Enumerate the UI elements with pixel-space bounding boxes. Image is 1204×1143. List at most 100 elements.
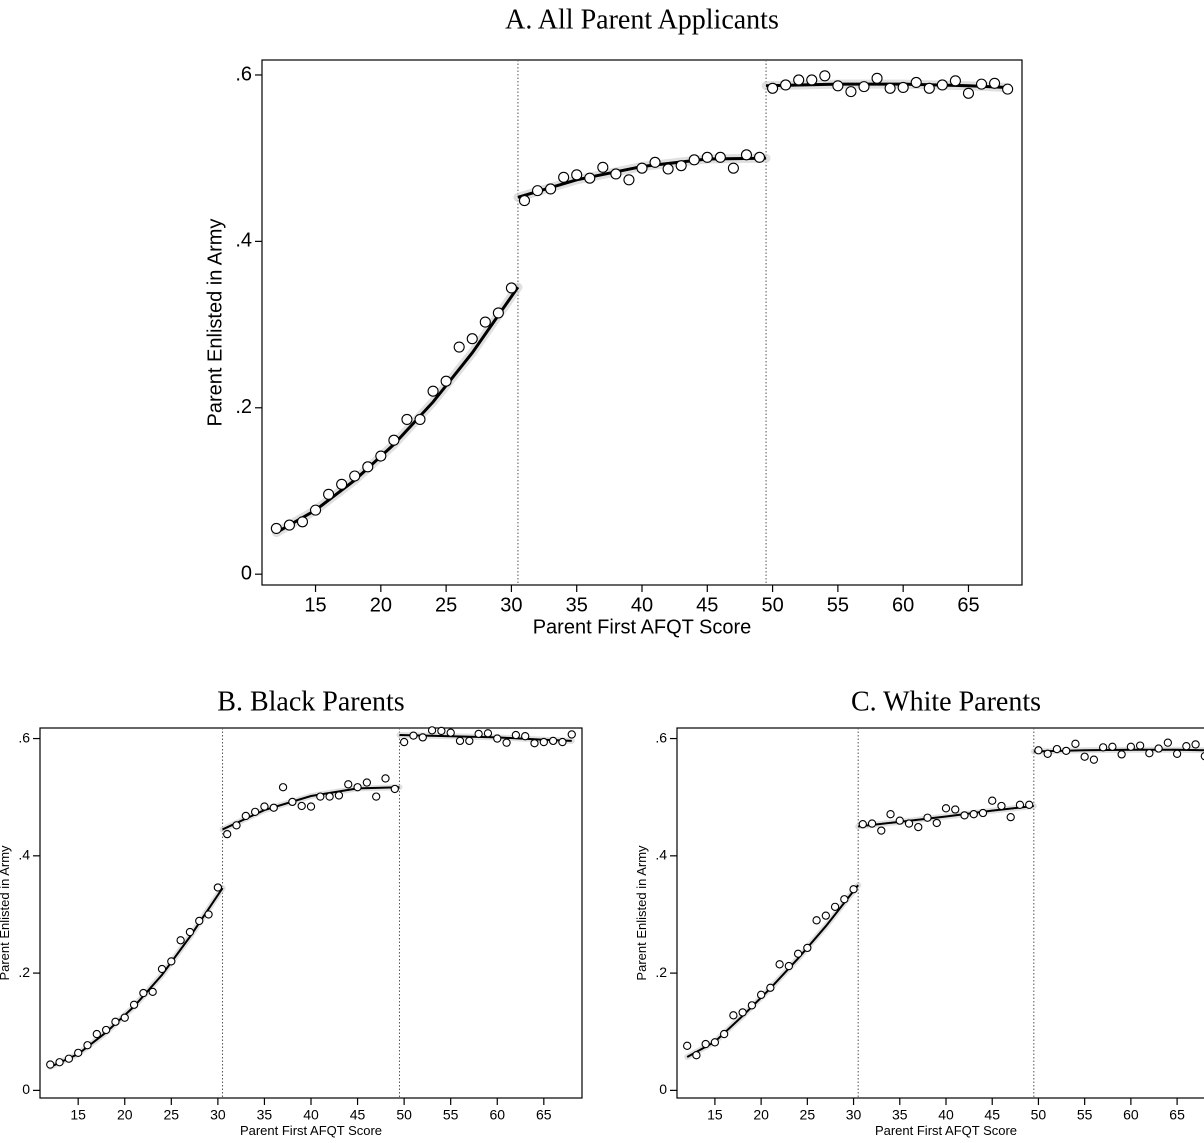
data-point <box>399 737 409 747</box>
data-point <box>176 936 185 945</box>
data-point <box>101 1025 111 1035</box>
x-tick-label: 40 <box>303 1106 319 1122</box>
y-tick-label: .6 <box>235 63 252 85</box>
data-point <box>806 74 818 86</box>
x-axis-label: Parent First AFQT Score <box>875 1123 1017 1138</box>
data-point <box>727 162 739 174</box>
data-point <box>381 774 390 783</box>
y-tick-label: .6 <box>655 729 667 745</box>
data-point <box>1025 800 1034 809</box>
x-tick-label: 45 <box>984 1106 1000 1122</box>
data-point <box>914 822 923 832</box>
data-point <box>325 792 334 801</box>
data-point <box>388 434 400 446</box>
data-point <box>775 960 784 969</box>
data-point <box>427 726 437 735</box>
data-point <box>753 151 766 163</box>
data-point <box>867 819 877 828</box>
data-point <box>803 943 812 953</box>
data-point <box>714 151 726 163</box>
x-tick-label: 25 <box>164 1106 180 1122</box>
data-point <box>949 75 961 87</box>
data-point <box>597 161 609 173</box>
data-point <box>455 736 465 746</box>
data-point <box>270 522 282 534</box>
data-point <box>195 916 204 926</box>
data-point <box>688 154 700 166</box>
data-point <box>1126 742 1136 751</box>
x-axis-label: Parent First AFQT Score <box>533 616 752 638</box>
x-tick-label: 60 <box>1123 1106 1139 1122</box>
data-point <box>241 811 250 821</box>
data-point <box>362 461 374 473</box>
data-point <box>969 810 978 819</box>
data-point <box>288 797 297 807</box>
data-point <box>738 1008 747 1017</box>
data-point <box>840 895 849 904</box>
data-point <box>897 81 909 94</box>
data-point <box>167 957 176 966</box>
panel-title: C. White Parents <box>851 686 1041 717</box>
data-point <box>960 811 969 820</box>
x-tick-label: 55 <box>1077 1106 1093 1122</box>
data-point <box>923 813 932 822</box>
data-point <box>465 736 474 746</box>
data-point <box>1080 752 1089 761</box>
data-point <box>297 801 306 811</box>
data-point <box>157 964 167 974</box>
data-point <box>1135 741 1145 750</box>
x-axis-label: Parent First AFQT Score <box>240 1123 382 1138</box>
y-tick-label: 0 <box>241 562 252 584</box>
x-tick-label: 45 <box>696 594 718 616</box>
data-point <box>437 726 446 736</box>
data-point <box>232 821 241 830</box>
x-tick-label: 20 <box>117 1106 133 1122</box>
data-point <box>418 733 427 742</box>
data-point <box>793 949 803 958</box>
data-point <box>1002 83 1014 95</box>
data-point <box>821 911 830 920</box>
data-point <box>988 796 997 805</box>
data-point <box>1006 812 1015 822</box>
data-point <box>756 990 766 999</box>
x-tick-label: 55 <box>827 594 849 616</box>
data-point <box>884 82 896 94</box>
data-point <box>978 808 988 818</box>
data-point <box>474 729 483 739</box>
y-tick-label: .4 <box>18 847 30 863</box>
data-point <box>336 478 348 490</box>
data-point <box>858 820 867 829</box>
data-point <box>766 983 775 992</box>
x-tick-label: 15 <box>304 594 326 616</box>
data-point <box>683 1041 692 1050</box>
x-tick-label: 20 <box>753 1106 769 1122</box>
data-point <box>414 413 426 425</box>
data-point <box>349 470 361 482</box>
data-point <box>511 730 521 740</box>
data-point <box>558 737 567 747</box>
data-point <box>353 783 362 792</box>
y-tick-label: 0 <box>22 1081 30 1097</box>
x-tick-label: 30 <box>500 594 522 616</box>
x-tick-label: 30 <box>210 1106 226 1122</box>
data-point <box>64 1054 74 1063</box>
x-tick-label: 40 <box>938 1106 954 1122</box>
x-tick-label: 35 <box>257 1106 273 1122</box>
data-point <box>250 807 260 817</box>
data-point <box>296 516 309 528</box>
y-axis-label: Parent Enlisted in Army <box>0 845 12 981</box>
y-tick-label: .6 <box>18 729 30 745</box>
data-point <box>558 171 570 183</box>
data-point <box>710 1038 720 1047</box>
x-tick-label: 40 <box>631 594 653 616</box>
data-point <box>548 736 558 746</box>
plot-frame <box>676 727 1204 1099</box>
fit-band <box>684 882 862 1060</box>
data-point <box>675 160 687 172</box>
data-point <box>1089 755 1099 764</box>
data-point <box>729 1011 738 1020</box>
data-point <box>375 450 387 462</box>
data-point <box>975 78 988 90</box>
plot-frame <box>39 727 583 1099</box>
